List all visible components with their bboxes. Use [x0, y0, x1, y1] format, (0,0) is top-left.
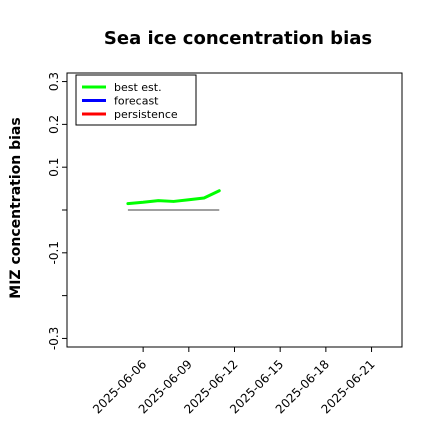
y-tick-label: 0.1 [47, 158, 61, 177]
y-axis-label: MIZ concentration bias [8, 117, 24, 298]
y-tick-label: 0.3 [47, 72, 61, 91]
y-axis: 0.3 0.2 0.1 -0.1 -0.3 [47, 72, 67, 350]
x-axis: 2025-06-062025-06-092025-06-122025-06-15… [90, 347, 378, 416]
y-tick-label: -0.3 [47, 327, 61, 350]
series-line [126, 189, 221, 206]
chart-title: Sea ice concentration bias [104, 28, 372, 49]
series-layer [126, 189, 221, 211]
legend-label: persistence [114, 108, 178, 121]
y-tick-label: -0.1 [47, 241, 61, 264]
legend-label: best est. [114, 81, 162, 94]
legend-label: forecast [114, 95, 159, 108]
y-tick-label: 0.2 [47, 115, 61, 134]
